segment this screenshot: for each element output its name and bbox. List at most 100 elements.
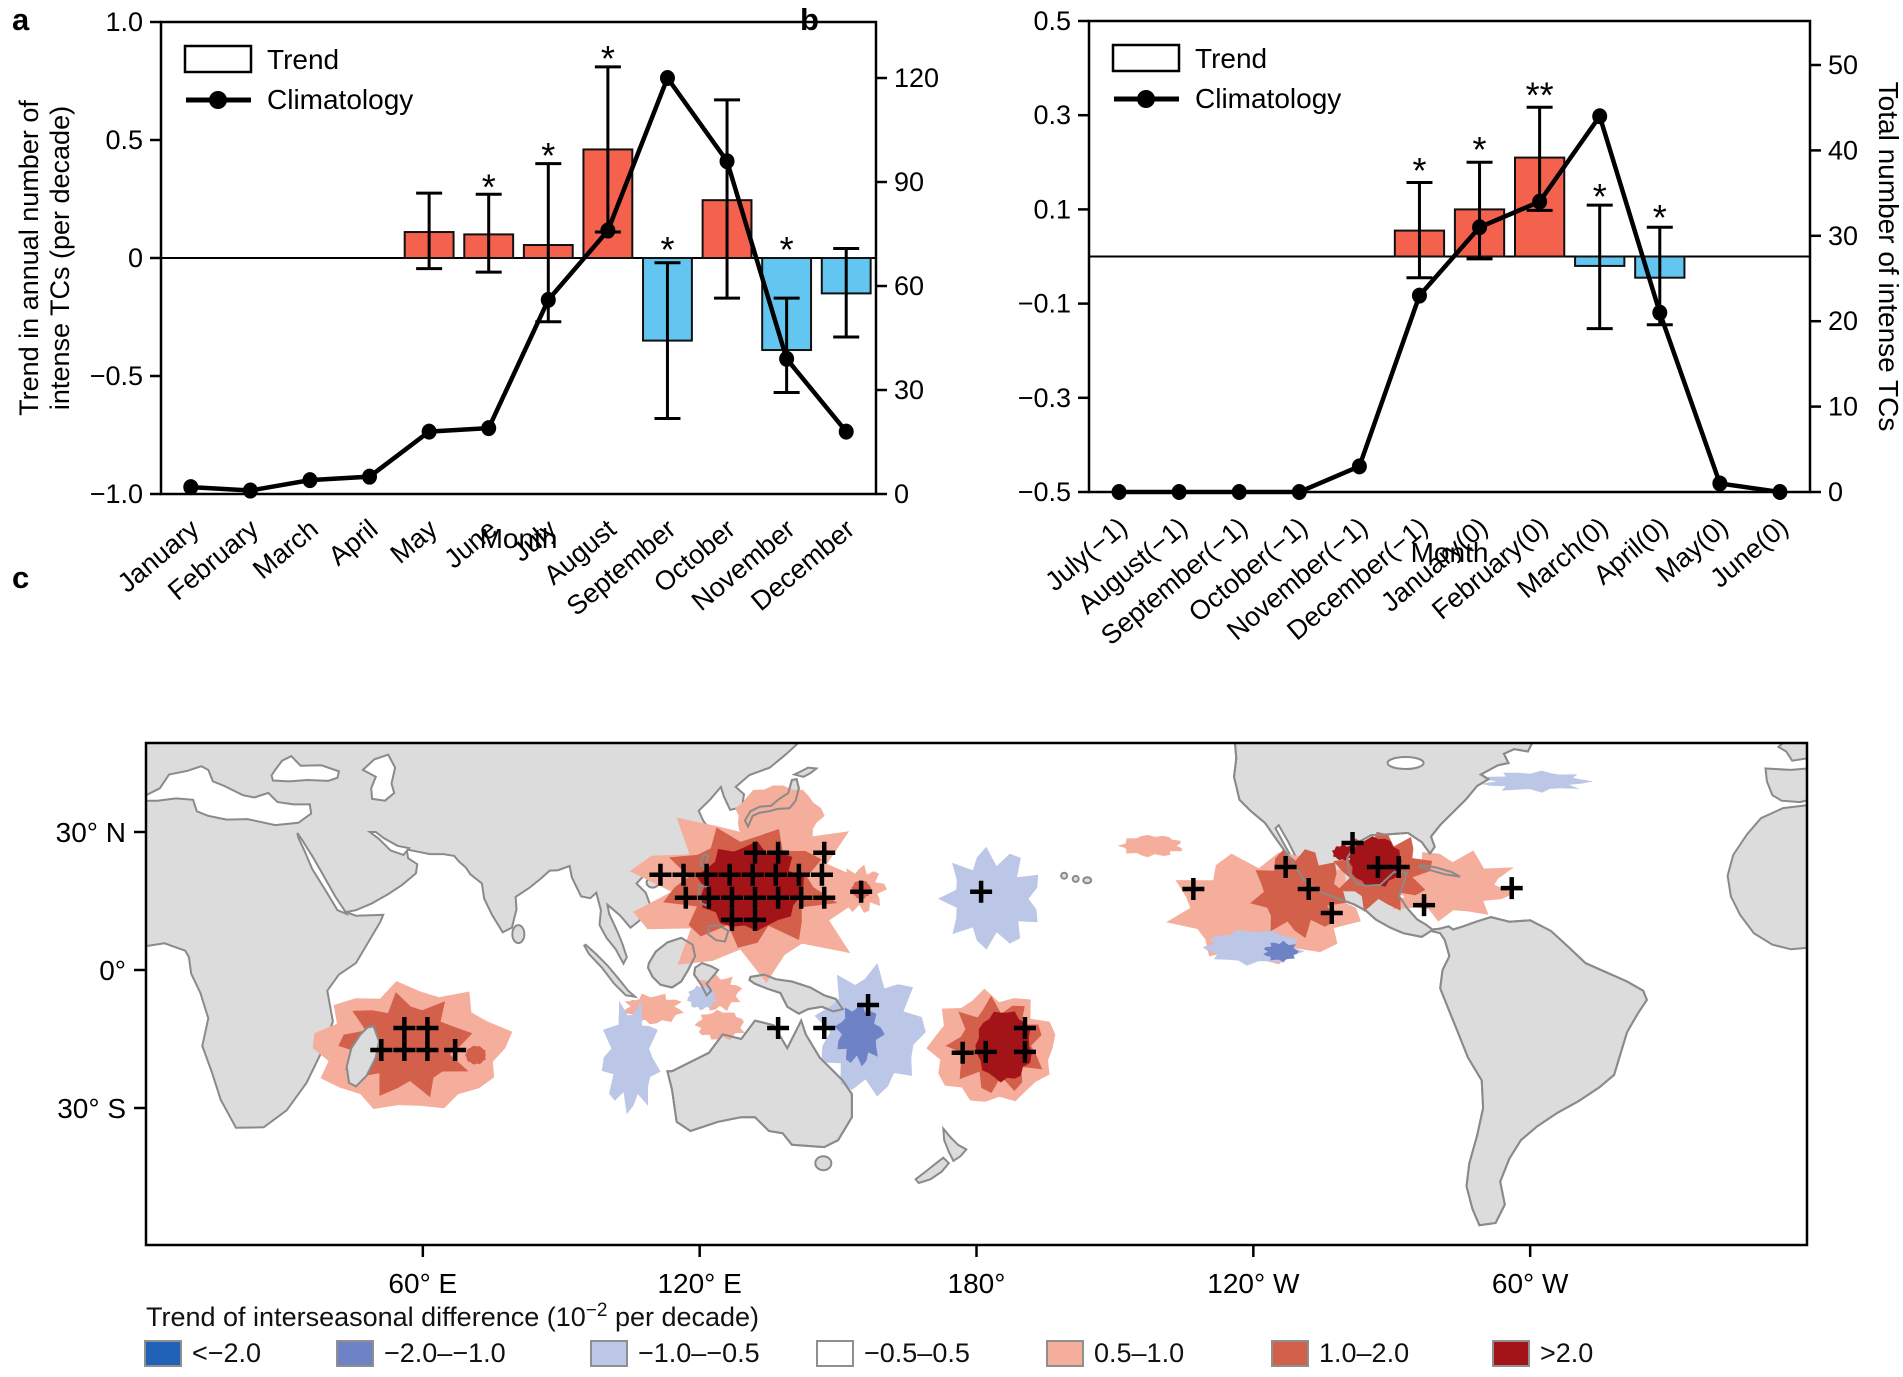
y-left-tick-label: −0.5 [1018,477,1071,507]
map-lon-label: 180° [948,1268,1006,1299]
trend-region--1--0.5 [601,1000,661,1115]
climatology-marker [1772,484,1788,500]
y-right-tick-label: 20 [1828,306,1858,336]
significant-plus-mark [970,880,993,903]
significance-star: ** [1526,75,1554,116]
significance-star: * [780,229,794,270]
significant-plus-mark [416,1016,439,1039]
island [511,924,526,945]
legend-trend-swatch [1111,43,1181,73]
significant-plus-mark [720,908,743,931]
significant-plus-mark [857,993,880,1016]
landmass [791,766,819,778]
significant-plus-mark [674,886,697,909]
legend-trend-label: Trend [267,44,339,75]
significant-plus-mark [744,908,767,931]
inland-sea [270,754,341,783]
significant-plus-mark [649,863,672,886]
map-lat-label: 0° [99,955,126,986]
map-legend-swatch [336,1339,374,1367]
climatology-marker [1652,304,1668,321]
significant-plus-mark [1013,1016,1036,1039]
significant-plus-mark [787,863,810,886]
map-legend-item-gt2: >2.0 [1492,1338,1593,1368]
legend-climatology-marker [209,91,227,109]
climatology-marker [183,479,199,496]
trend-region-1-2 [1250,849,1347,939]
island [814,1155,833,1172]
y-left-tick-label: −0.5 [90,361,143,391]
landmass [1764,767,1807,804]
coastline-overlay [743,777,800,829]
panel-a: 1.00.50−0.5−1.0 0306090120JanuaryFebruary… [14,7,939,621]
map-legend-label: 1.0–2.0 [1319,1337,1410,1368]
y-left-axis-title: Trend in annual number of [14,100,44,416]
climatology-marker [1592,108,1608,125]
climatology-marker [600,222,616,239]
y-right-tick-label: 30 [1828,221,1858,251]
significant-plus-mark [720,886,743,909]
significant-plus-mark [764,863,787,886]
climatology-marker [481,420,497,437]
significant-plus-mark [718,863,741,886]
panel-c-label: c [12,560,30,595]
island [1082,876,1093,885]
significant-plus-mark [444,1039,467,1062]
x-tick-label: March [247,514,324,585]
climatology-marker [1231,484,1247,500]
map-legend-swatch [1271,1339,1309,1367]
map-legend-item-0.5-1: 0.5–1.0 [1046,1338,1184,1368]
map-legend-title: Trend of interseasonal difference (10−2 … [146,1300,759,1333]
climatology-marker [362,468,378,485]
climatology-marker [719,153,735,170]
trend-region-gt2 [1349,836,1402,887]
significance-star: * [660,229,674,270]
legend-climatology-marker [1137,90,1155,108]
x-axis-title: Month [1411,537,1489,568]
y-left-tick-label: 0.1 [1033,194,1071,224]
map-lon-label: 120° W [1207,1268,1300,1299]
climatology-marker [242,482,258,499]
significance-star: * [482,167,496,208]
significant-plus-mark [1297,878,1320,901]
trend-region-0.5-1 [694,1009,745,1041]
significant-plus-mark [1500,877,1523,900]
trend-region--2--1 [834,1002,885,1067]
significance-star: * [1593,176,1607,217]
significant-plus-mark [974,1040,997,1063]
legend-trend-label: Trend [1195,43,1267,74]
map-legend-swatch [144,1339,182,1367]
panel-a-label: a [12,2,30,37]
map-legend-item-lt-2: <−2.0 [144,1338,261,1368]
trend-region-0.5-1 [735,785,825,848]
significant-plus-mark [813,1016,836,1039]
legend-climatology-label: Climatology [267,84,413,115]
significant-plus-mark [1182,878,1205,901]
significant-plus-mark [744,841,767,864]
significant-plus-mark [1341,832,1364,855]
map-legend-item--2--1: −2.0–−1.0 [336,1338,506,1368]
climatology-line [190,73,848,493]
island [1386,756,1425,770]
coastline-overlay [748,973,845,1015]
significant-plus-mark [416,1039,439,1062]
significant-plus-mark [1413,894,1436,917]
significant-plus-mark [767,841,790,864]
map-legend-swatches: <−2.0 −2.0–−1.0 −1.0–−0.5 −0.5–0.5 0.5–1.0 1.… [0,1338,1903,1377]
coastline-overlay [693,961,720,997]
map-legend-title-exponent: −2 [585,1300,608,1321]
significant-plus-mark [850,880,873,903]
map-legend-title-prefix: Trend of interseasonal difference (10 [146,1302,586,1332]
map-legend-label: −1.0–−0.5 [638,1337,760,1368]
significant-plus-mark [1387,855,1410,878]
coastline-overlay [646,936,697,989]
climatology-marker [1351,458,1367,475]
y-right-tick-label: 0 [894,479,909,509]
map-legend-label: <−2.0 [192,1337,262,1368]
significant-plus-mark [790,886,813,909]
significant-plus-mark [1366,855,1389,878]
significance-star: * [1473,129,1487,170]
y-right-tick-label: 40 [1828,135,1858,165]
